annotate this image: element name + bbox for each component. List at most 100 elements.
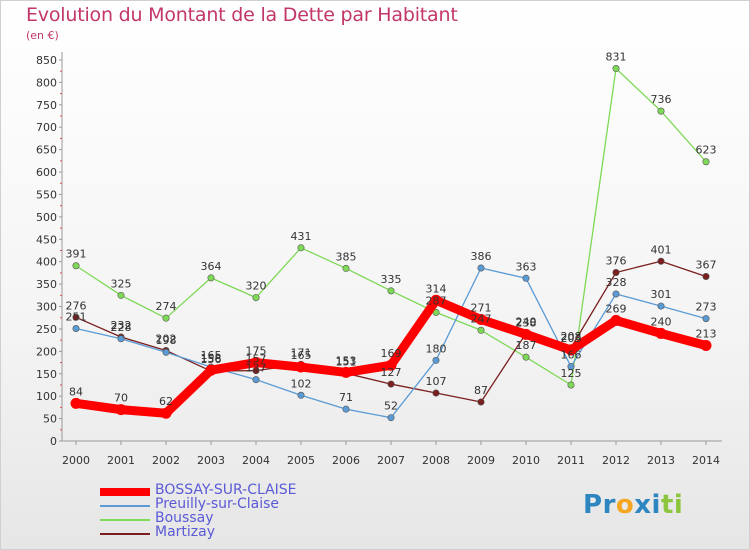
x-tick-label: 2014: [692, 454, 720, 467]
data-point: [657, 302, 665, 310]
data-label: 335: [381, 273, 402, 286]
data-label: 171: [291, 346, 312, 359]
logo-letter: x: [634, 490, 652, 520]
data-label: 52: [384, 400, 398, 413]
data-label: 169: [381, 347, 402, 360]
data-label: 127: [381, 366, 402, 379]
unit-label: (en €): [26, 29, 59, 42]
data-label: 175: [246, 345, 267, 358]
y-tick-label: 850: [36, 54, 57, 67]
data-label: 166: [561, 349, 582, 362]
data-point: [342, 264, 350, 272]
data-label: 198: [156, 334, 177, 347]
data-point: [702, 315, 710, 323]
data-label: 376: [606, 254, 627, 267]
data-point: [565, 344, 577, 356]
logo-letter: r: [602, 490, 616, 520]
data-point: [522, 274, 530, 282]
data-point: [430, 294, 442, 306]
data-label: 71: [339, 391, 353, 404]
data-point: [432, 389, 440, 397]
data-label: 180: [426, 342, 447, 355]
y-tick-label: 50: [43, 413, 57, 426]
data-label: 269: [606, 302, 627, 315]
data-label: 391: [66, 248, 87, 261]
data-point: [432, 356, 440, 364]
data-label: 401: [651, 243, 672, 256]
logo-letter: P: [583, 490, 603, 520]
data-point: [655, 327, 667, 339]
data-label: 240: [651, 315, 672, 328]
data-label: 102: [291, 377, 312, 390]
data-point: [387, 380, 395, 388]
data-point: [702, 272, 710, 280]
data-point: [115, 404, 127, 416]
data-label: 431: [291, 230, 312, 243]
y-tick-label: 150: [36, 368, 57, 381]
legend-label: BOSSAY-SUR-CLAISE: [155, 482, 297, 498]
y-tick-label: 350: [36, 278, 57, 291]
data-point: [295, 361, 307, 373]
data-point: [250, 357, 262, 369]
data-label: 187: [516, 339, 537, 352]
data-point: [205, 364, 217, 376]
data-point: [657, 107, 665, 115]
data-point: [207, 274, 215, 282]
data-point: [252, 376, 260, 384]
y-tick-label: 100: [36, 390, 57, 403]
legend-swatch: [100, 505, 150, 507]
x-tick-label: 2005: [287, 454, 315, 467]
x-tick-label: 2002: [152, 454, 180, 467]
x-tick-label: 2011: [557, 454, 585, 467]
data-label: 84: [69, 385, 83, 398]
data-label: 87: [474, 384, 488, 397]
data-label: 831: [606, 51, 627, 64]
logo-letter: i: [673, 490, 684, 520]
data-point: [475, 314, 487, 326]
data-point: [387, 414, 395, 422]
data-label: 228: [111, 321, 132, 334]
data-point: [702, 158, 710, 166]
data-label: 287: [426, 294, 447, 307]
data-point: [342, 405, 350, 413]
data-label: 158: [201, 352, 222, 365]
data-label: 301: [651, 288, 672, 301]
legend-swatch: [100, 519, 150, 521]
y-tick-label: 200: [36, 345, 57, 358]
data-label: 314: [426, 282, 447, 295]
data-label: 736: [651, 93, 672, 106]
data-label: 153: [336, 354, 357, 367]
y-tick-label: 700: [36, 121, 57, 134]
data-point: [522, 353, 530, 361]
data-point: [520, 328, 532, 340]
y-tick-label: 500: [36, 211, 57, 224]
data-point: [162, 314, 170, 322]
data-label: 62: [159, 395, 173, 408]
x-tick-label: 2001: [107, 454, 135, 467]
y-tick-label: 800: [36, 76, 57, 89]
data-label: 623: [696, 144, 717, 157]
data-label: 238: [516, 316, 537, 329]
data-label: 247: [471, 312, 492, 325]
logo-letter: i: [651, 490, 661, 520]
data-point: [387, 287, 395, 295]
x-tick-label: 2012: [602, 454, 630, 467]
data-label: 251: [66, 310, 87, 323]
data-point: [340, 366, 352, 378]
data-point: [567, 381, 575, 389]
y-tick-label: 0: [50, 435, 57, 448]
x-tick-label: 2008: [422, 454, 450, 467]
data-label: 385: [336, 250, 357, 263]
data-label: 156: [201, 353, 222, 366]
x-tick-label: 2010: [512, 454, 540, 467]
data-point: [162, 348, 170, 356]
legend-label: Martizay: [155, 524, 216, 540]
data-point: [612, 65, 620, 73]
data-label: 203: [561, 332, 582, 345]
series-boussay: [72, 65, 710, 389]
data-label: 363: [516, 260, 537, 273]
data-point: [160, 407, 172, 419]
data-label: 151: [336, 355, 357, 368]
